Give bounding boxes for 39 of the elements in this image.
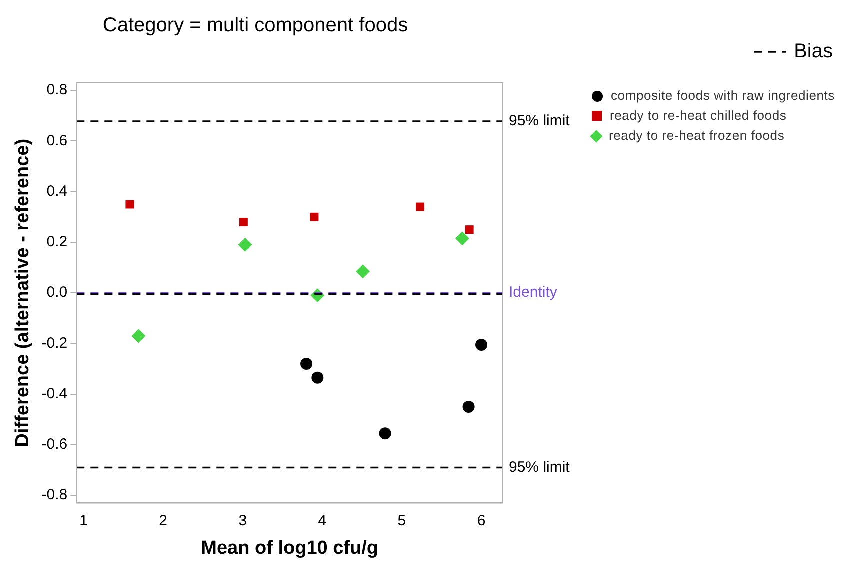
point (476, 338, 488, 351)
y-tick-label: 0.4 (46, 182, 68, 200)
x-axis-title: Mean of log10 cfu/g (201, 538, 379, 559)
point (126, 200, 134, 209)
chart-title: Category = multi component foods (102, 14, 408, 37)
y-tick-label: -0.4 (42, 385, 68, 402)
x-tick-label: 3 (238, 512, 248, 530)
x-tick-label: 4 (318, 512, 327, 530)
y-tick-label: 0.2 (46, 234, 68, 251)
y-axis-title: Difference (alternative - reference) (12, 138, 34, 448)
x-tick-label: 5 (398, 512, 406, 530)
x-tick-label: 6 (477, 512, 486, 530)
legend-label: ready to re-heat chilled foods (610, 107, 787, 125)
point (312, 372, 324, 384)
y-tick-label: 0.6 (46, 132, 68, 150)
point (356, 264, 370, 279)
ref-line-label: 95% limit (509, 112, 571, 130)
y-tick-label: -0.2 (42, 334, 68, 352)
y-tick-label: 0.0 (46, 284, 68, 302)
legend-label: ready to re-heat frozen foods (609, 127, 785, 145)
point (465, 226, 474, 234)
legend-label: Bias (794, 40, 833, 63)
ref-line-label: Identity (509, 284, 558, 302)
point (132, 329, 146, 344)
point (416, 202, 425, 212)
y-tick-label: -0.6 (42, 436, 68, 454)
point (300, 358, 313, 370)
point (379, 428, 392, 440)
y-tick-label: 0.8 (46, 82, 68, 99)
x-tick-label: 1 (80, 512, 88, 530)
point (239, 218, 248, 226)
x-tick-label: 2 (159, 512, 168, 530)
y-tick-label: -0.8 (42, 486, 68, 504)
legend-label: composite foods with raw ingredients (611, 87, 835, 105)
point (310, 212, 319, 222)
point (238, 238, 252, 252)
point (455, 232, 470, 246)
point (462, 401, 475, 414)
ref-line-label: 95% limit (509, 458, 571, 476)
